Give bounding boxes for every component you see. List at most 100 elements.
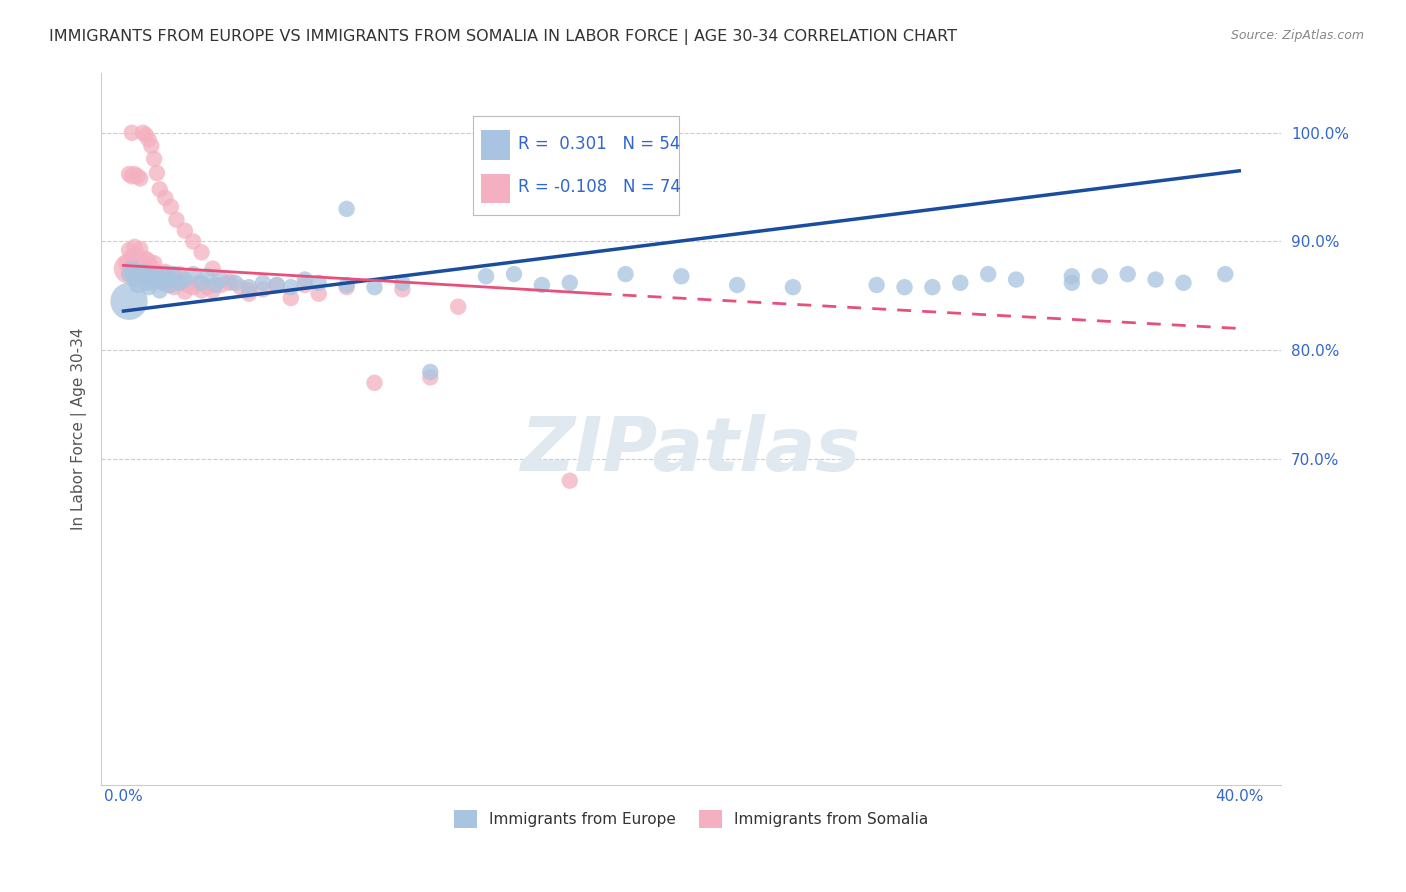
Point: [204, 277, 226, 292]
Point: [121, 250, 143, 264]
Point: [173, 285, 195, 299]
Point: [129, 256, 152, 270]
Point: [949, 276, 972, 290]
Point: [127, 247, 149, 261]
Point: [181, 235, 204, 249]
Point: [558, 276, 581, 290]
Point: [118, 261, 141, 276]
Point: [391, 276, 413, 290]
Point: [143, 272, 166, 286]
Point: [280, 291, 302, 305]
Point: [138, 280, 160, 294]
Point: [127, 265, 149, 279]
Point: [1116, 267, 1139, 281]
Point: [173, 224, 195, 238]
Point: [475, 269, 498, 284]
Point: [135, 276, 157, 290]
Point: [118, 267, 141, 281]
Point: [132, 265, 155, 279]
Point: [165, 212, 187, 227]
Point: [209, 272, 232, 286]
Point: [170, 276, 193, 290]
Point: [155, 265, 177, 279]
Point: [1060, 269, 1083, 284]
Point: [141, 267, 163, 281]
Point: [252, 282, 274, 296]
Point: [127, 277, 149, 292]
Point: [160, 267, 183, 281]
Point: [118, 294, 141, 309]
Point: [152, 276, 174, 290]
Point: [266, 277, 288, 292]
Point: [132, 269, 155, 284]
Point: [149, 284, 172, 298]
Point: [1088, 269, 1111, 284]
Text: IMMIGRANTS FROM EUROPE VS IMMIGRANTS FROM SOMALIA IN LABOR FORCE | AGE 30-34 COR: IMMIGRANTS FROM EUROPE VS IMMIGRANTS FRO…: [49, 29, 957, 45]
Point: [167, 276, 190, 290]
Point: [308, 276, 330, 290]
Point: [141, 276, 163, 290]
Point: [201, 261, 224, 276]
Point: [782, 280, 804, 294]
Point: [865, 277, 887, 292]
Point: [893, 280, 915, 294]
Point: [725, 277, 748, 292]
Point: [195, 280, 218, 294]
Point: [266, 277, 288, 292]
Point: [121, 266, 143, 280]
Point: [138, 254, 160, 268]
Point: [1213, 267, 1236, 281]
Point: [176, 277, 198, 292]
Point: [308, 286, 330, 301]
Point: [181, 280, 204, 294]
Point: [115, 256, 138, 270]
Point: [280, 280, 302, 294]
Point: [447, 300, 470, 314]
Point: [167, 267, 190, 281]
Point: [363, 280, 385, 294]
Point: [195, 269, 218, 284]
Point: [143, 256, 166, 270]
Point: [336, 277, 359, 292]
Point: [141, 260, 163, 275]
Text: 40.0%: 40.0%: [1215, 789, 1264, 805]
Point: [671, 269, 693, 284]
Point: [135, 252, 157, 266]
Point: [1005, 272, 1028, 286]
Point: [530, 169, 553, 184]
Point: [118, 167, 141, 181]
Point: [336, 202, 359, 216]
Text: 0.0%: 0.0%: [104, 789, 143, 805]
Point: [143, 152, 166, 166]
Point: [152, 276, 174, 290]
Point: [135, 260, 157, 275]
Point: [129, 269, 152, 284]
Point: [363, 376, 385, 390]
Point: [124, 259, 146, 273]
Point: [1144, 272, 1167, 286]
Point: [294, 272, 316, 286]
Point: [238, 280, 260, 294]
Point: [165, 274, 187, 288]
Point: [224, 276, 246, 290]
Point: [127, 169, 149, 184]
Point: [419, 370, 441, 384]
Point: [163, 267, 186, 281]
Point: [163, 280, 186, 294]
Point: [129, 171, 152, 186]
Point: [614, 267, 637, 281]
Point: [121, 126, 143, 140]
Point: [146, 269, 169, 284]
Point: [157, 272, 180, 286]
Point: [238, 284, 260, 298]
Point: [135, 128, 157, 142]
Point: [124, 240, 146, 254]
Text: Source: ZipAtlas.com: Source: ZipAtlas.com: [1230, 29, 1364, 42]
Point: [336, 280, 359, 294]
Point: [558, 474, 581, 488]
Point: [209, 277, 232, 292]
Point: [187, 276, 209, 290]
Point: [218, 275, 240, 289]
Point: [132, 261, 155, 276]
Point: [155, 191, 177, 205]
